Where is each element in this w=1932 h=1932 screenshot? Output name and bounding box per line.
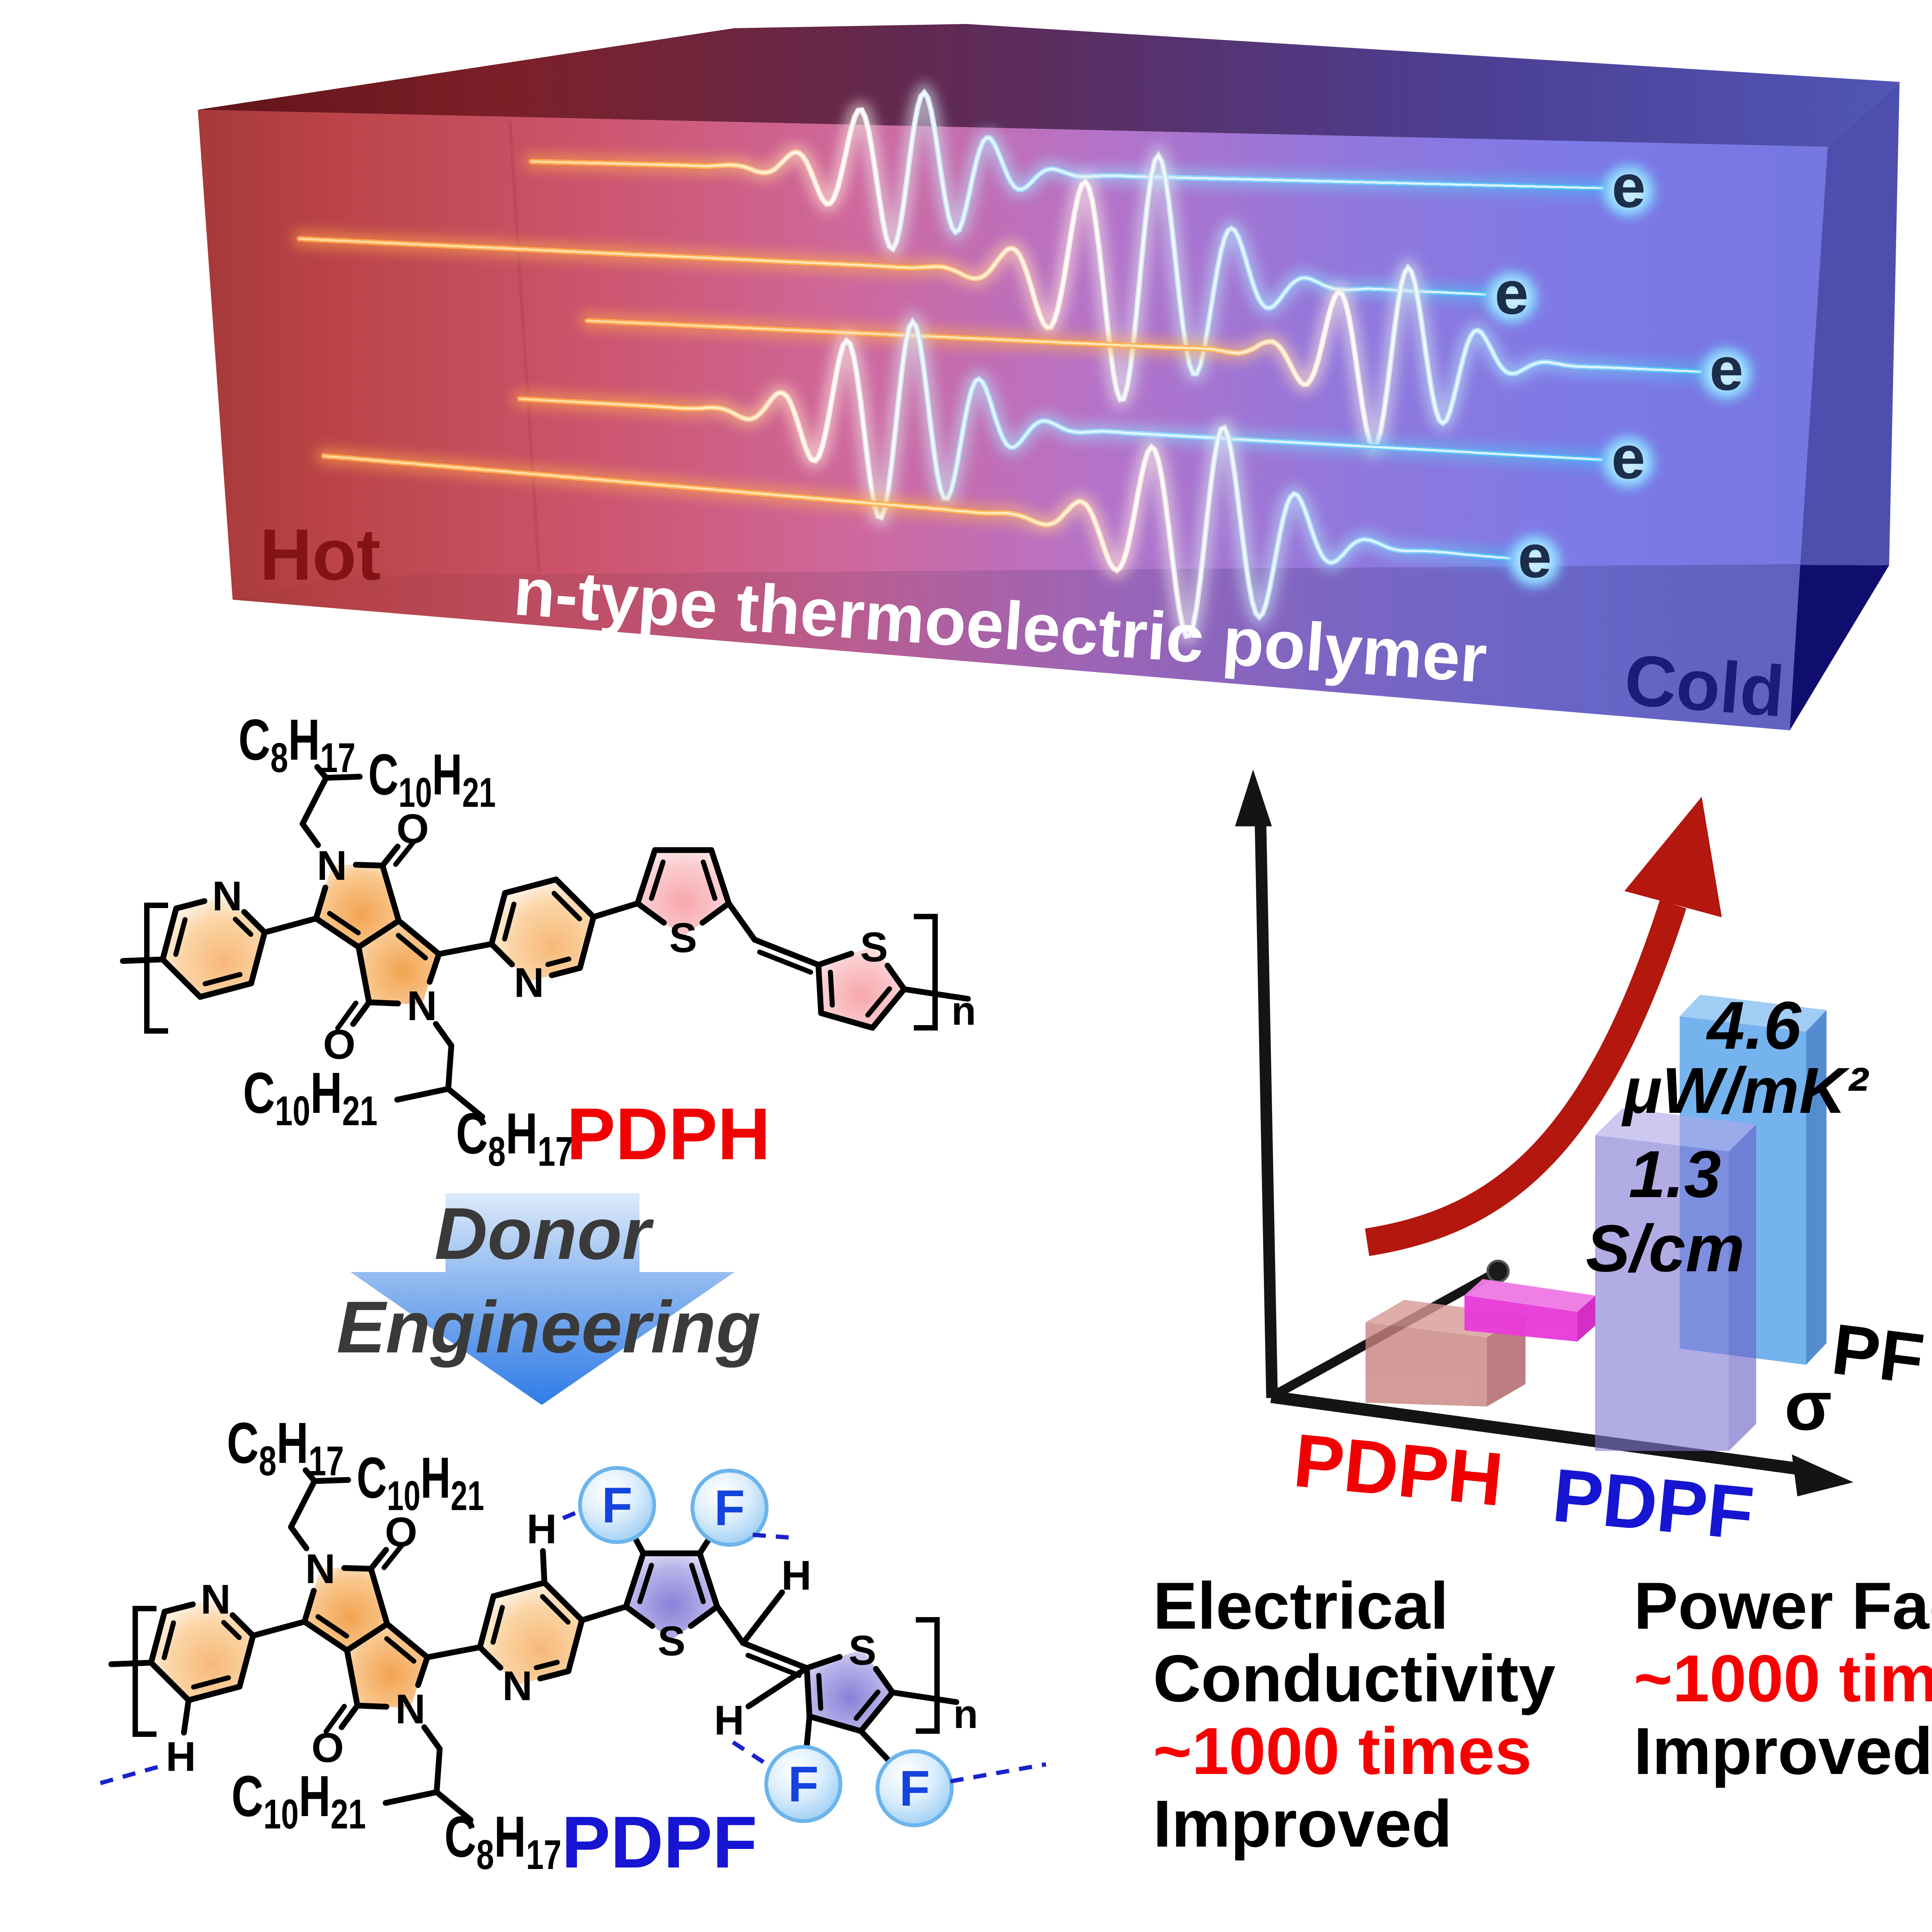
svg-text:PDPF: PDPF [561,1801,757,1883]
svg-text:N: N [305,1545,335,1592]
svg-text:Cold: Cold [1622,640,1787,732]
svg-text:H: H [166,1733,196,1780]
svg-text:N: N [407,982,437,1029]
svg-text:O: O [323,1021,355,1068]
svg-text:H: H [781,1552,811,1599]
svg-text:Power Factor: Power Factor [1634,1569,1932,1643]
svg-text:S: S [658,1617,685,1664]
svg-text:PDPH: PDPH [566,1093,770,1175]
svg-text:PDPF: PDPF [1549,1453,1757,1556]
svg-text:σ: σ [1784,1367,1832,1445]
svg-text:4.6: 4.6 [1706,988,1802,1063]
svg-text:Hot: Hot [260,514,381,595]
svg-text:S: S [669,914,697,961]
svg-text:PDPH: PDPH [1290,1418,1507,1522]
svg-text:C8H17: C8H17 [227,1410,344,1484]
svg-text:C8H17: C8H17 [444,1804,561,1878]
svg-text:F: F [714,1480,745,1536]
svg-text:n: n [953,1692,978,1737]
svg-text:O: O [385,1509,417,1555]
svg-text:~1000 times: ~1000 times [1634,1641,1932,1716]
svg-text:e: e [1709,335,1743,403]
svg-text:C10H21: C10H21 [368,742,496,816]
svg-text:Improved: Improved [1153,1787,1452,1861]
svg-text:μW/mK²: μW/mK² [1621,1054,1869,1127]
svg-text:O: O [311,1724,344,1771]
svg-text:F: F [602,1477,632,1533]
svg-text:C10H21: C10H21 [357,1445,484,1519]
svg-text:Donor: Donor [434,1193,654,1275]
svg-text:S: S [860,923,888,970]
svg-text:Conductivity: Conductivity [1153,1641,1556,1716]
svg-text:Engineering: Engineering [337,1286,761,1368]
svg-text:N: N [212,872,242,919]
svg-text:N: N [201,1576,231,1622]
svg-text:e: e [1495,259,1529,327]
svg-text:H: H [527,1505,557,1552]
svg-text:Improved: Improved [1634,1714,1932,1788]
svg-text:Electrical: Electrical [1153,1569,1449,1643]
svg-text:N: N [514,959,544,1006]
svg-text:C10H21: C10H21 [231,1764,366,1837]
svg-text:H: H [714,1697,744,1743]
svg-text:O: O [396,805,429,852]
svg-text:N: N [395,1685,425,1732]
svg-text:e: e [1611,423,1645,492]
svg-text:e: e [1518,522,1552,590]
svg-text:C10H21: C10H21 [243,1060,378,1134]
svg-text:C8H17: C8H17 [238,707,355,781]
svg-text:PF: PF [1828,1309,1928,1399]
svg-text:n: n [951,988,976,1034]
svg-text:C8H17: C8H17 [456,1101,573,1175]
svg-text:F: F [899,1760,930,1816]
svg-text:N: N [502,1662,532,1709]
svg-text:e: e [1612,152,1646,220]
svg-text:F: F [788,1756,818,1812]
svg-text:~1000 times: ~1000 times [1153,1714,1532,1788]
svg-text:N: N [317,842,347,889]
svg-text:1.3: 1.3 [1629,1137,1721,1211]
svg-text:S: S [849,1627,876,1673]
svg-text:S/cm: S/cm [1586,1211,1745,1286]
